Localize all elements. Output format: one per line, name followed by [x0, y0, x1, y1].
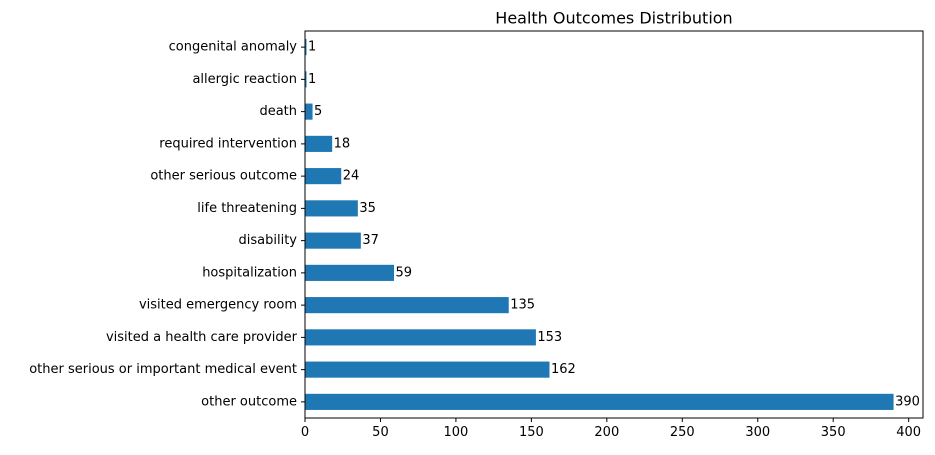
bar: [305, 39, 307, 56]
bar: [305, 264, 395, 281]
x-tick-label: 200: [594, 425, 619, 440]
y-tick-label: visited a health care provider: [106, 330, 298, 345]
data-label: 18: [334, 136, 351, 151]
bar: [305, 361, 550, 378]
x-tick-label: 250: [670, 425, 695, 440]
y-tick-label: other serious or important medical event: [29, 362, 297, 377]
x-tick-label: 0: [301, 425, 309, 440]
plot-frame: [304, 30, 924, 419]
x-tick-label: 350: [821, 425, 846, 440]
data-label: 59: [396, 265, 413, 280]
x-tick-label: 300: [745, 425, 770, 440]
data-label: 1: [308, 40, 316, 55]
data-label: 35: [359, 201, 376, 216]
bar: [305, 297, 509, 314]
y-tick-label: allergic reaction: [192, 72, 297, 87]
bar: [305, 168, 342, 185]
y-tick-label: congenital anomaly: [169, 40, 298, 55]
bars-layer: 1 1 5 18 24 35 37 59 135 153 162 390: [305, 39, 920, 410]
y-tick-label: other serious outcome: [150, 169, 297, 184]
axes-layer: congenital anomaly allergic reaction death…: [29, 30, 924, 440]
bar: [305, 232, 361, 249]
y-tick-label: life threatening: [197, 201, 297, 216]
bar: [305, 393, 894, 410]
y-tick-label: required intervention: [159, 136, 297, 151]
data-label: 135: [510, 298, 535, 313]
data-label: 24: [343, 169, 360, 184]
bar: [305, 103, 313, 120]
data-label: 5: [314, 104, 322, 119]
data-label: 390: [895, 394, 920, 409]
data-label: 37: [362, 233, 379, 248]
y-tick-label: hospitalization: [202, 265, 297, 280]
x-tick-label: 400: [896, 425, 921, 440]
bar: [305, 71, 307, 88]
x-tick-label: 50: [372, 425, 389, 440]
y-tick-label: other outcome: [201, 394, 297, 409]
bar: [305, 329, 536, 346]
y-tick-label: death: [259, 104, 297, 119]
chart-title: Health Outcomes Distribution: [495, 9, 732, 28]
x-tick-label: 150: [519, 425, 544, 440]
data-label: 153: [537, 330, 562, 345]
bar: [305, 135, 333, 152]
bar: [305, 200, 358, 217]
data-label: 1: [308, 72, 316, 87]
y-tick-label: visited emergency room: [139, 298, 297, 313]
x-tick-label: 100: [444, 425, 469, 440]
y-tick-label: disability: [239, 233, 298, 248]
data-label: 162: [551, 362, 576, 377]
